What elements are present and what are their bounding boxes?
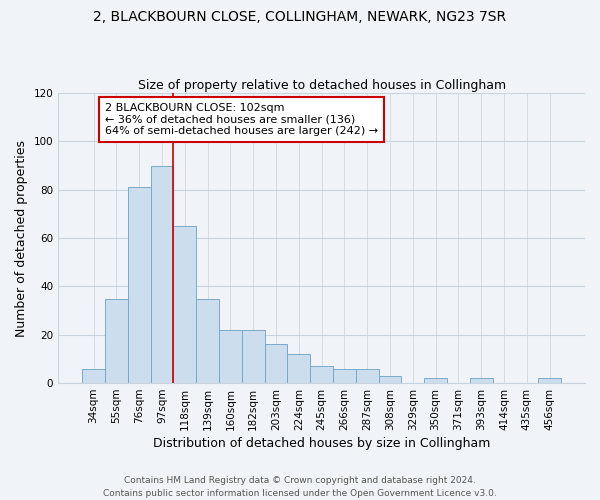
Bar	[333, 368, 356, 383]
Bar	[196, 298, 219, 383]
Title: Size of property relative to detached houses in Collingham: Size of property relative to detached ho…	[137, 79, 506, 92]
Bar	[105, 298, 128, 383]
Bar	[379, 376, 401, 383]
Y-axis label: Number of detached properties: Number of detached properties	[15, 140, 28, 336]
Bar	[424, 378, 447, 383]
Bar	[151, 166, 173, 383]
Bar	[310, 366, 333, 383]
Text: 2, BLACKBOURN CLOSE, COLLINGHAM, NEWARK, NG23 7SR: 2, BLACKBOURN CLOSE, COLLINGHAM, NEWARK,…	[94, 10, 506, 24]
Bar	[242, 330, 265, 383]
Bar	[128, 188, 151, 383]
Bar	[173, 226, 196, 383]
X-axis label: Distribution of detached houses by size in Collingham: Distribution of detached houses by size …	[153, 437, 490, 450]
Bar	[265, 344, 287, 383]
Bar	[538, 378, 561, 383]
Bar	[287, 354, 310, 383]
Text: 2 BLACKBOURN CLOSE: 102sqm
← 36% of detached houses are smaller (136)
64% of sem: 2 BLACKBOURN CLOSE: 102sqm ← 36% of deta…	[105, 103, 378, 136]
Bar	[470, 378, 493, 383]
Bar	[356, 368, 379, 383]
Bar	[219, 330, 242, 383]
Text: Contains HM Land Registry data © Crown copyright and database right 2024.
Contai: Contains HM Land Registry data © Crown c…	[103, 476, 497, 498]
Bar	[82, 368, 105, 383]
